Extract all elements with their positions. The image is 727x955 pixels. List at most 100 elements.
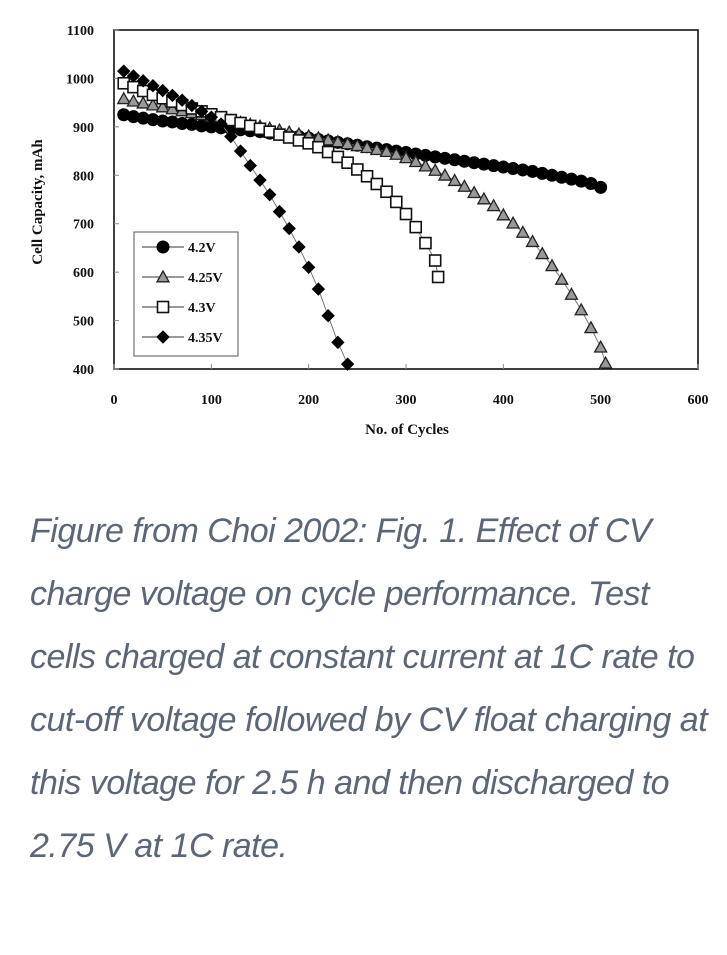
data-point: [311, 282, 326, 296]
data-point: [515, 225, 530, 238]
data-point: [350, 138, 365, 152]
data-point: [214, 117, 228, 131]
data-point: [379, 144, 394, 158]
y-tick-label: 1100: [67, 24, 94, 39]
data-point: [486, 198, 501, 212]
data-point: [359, 140, 375, 154]
data-point: [301, 260, 316, 275]
data-point: [253, 173, 267, 187]
data-point: [476, 191, 491, 205]
data-point: [146, 78, 160, 93]
data-point: [272, 204, 287, 219]
data-point: [331, 335, 345, 350]
legend-marker-circle-icon: [156, 240, 170, 254]
data-point: [535, 246, 550, 260]
data-point: [243, 158, 257, 173]
legend-item: 4.3V: [142, 300, 216, 316]
chart: 0 100 200 300 400 500 600 400 500 600 700 800 900 100…: [30, 24, 709, 438]
data-point: [437, 167, 453, 181]
series-4-35v: [117, 64, 355, 371]
data-point: [431, 270, 445, 284]
y-tick-label: 1000: [66, 72, 94, 87]
data-point: [340, 136, 355, 150]
legend-marker-diamond-icon: [156, 330, 170, 344]
data-point: [467, 185, 482, 199]
y-tick-label: 600: [73, 266, 94, 281]
data-point: [204, 110, 219, 124]
legend-item: 4.2V: [142, 240, 216, 256]
data-point: [505, 215, 521, 229]
data-point: [126, 69, 141, 83]
y-tick-label: 700: [73, 218, 94, 233]
data-point: [155, 99, 170, 113]
data-point: [380, 185, 393, 199]
data-point: [136, 95, 151, 109]
figure-caption: Figure from Choi 2002: Fig. 1. Effect of…: [30, 512, 708, 865]
data-point: [418, 158, 433, 172]
y-axis-label: Cell Capacity, mAh: [30, 139, 46, 265]
data-point: [408, 154, 423, 168]
data-point: [341, 156, 354, 169]
x-tick-label: 500: [590, 393, 611, 408]
data-point: [369, 142, 384, 156]
data-point: [544, 258, 560, 272]
data-point: [175, 93, 189, 107]
y-tick-label: 800: [73, 169, 94, 184]
x-tick-label: 400: [493, 393, 514, 408]
data-point: [564, 287, 579, 300]
data-point: [428, 163, 443, 176]
legend-label: 4.25V: [188, 271, 223, 286]
legend-item: 4.25V: [142, 269, 223, 286]
data-point: [399, 207, 413, 221]
data-point: [282, 221, 296, 236]
legend: [133, 231, 239, 357]
data-point: [351, 163, 364, 176]
legend-label: 4.2V: [188, 241, 216, 256]
data-point: [165, 101, 180, 115]
data-point: [360, 169, 374, 183]
data-point: [330, 134, 345, 148]
data-point: [389, 147, 404, 160]
x-tick-label: 600: [688, 393, 709, 408]
data-point: [457, 179, 472, 192]
data-point: [419, 236, 432, 250]
data-point: [496, 207, 511, 221]
data-point: [165, 88, 180, 103]
x-tick-label: 0: [111, 393, 118, 408]
data-point: [409, 220, 423, 234]
data-point: [447, 173, 462, 187]
data-point: [398, 150, 414, 164]
data-point: [525, 234, 540, 248]
data-point: [554, 272, 569, 285]
data-point: [126, 93, 141, 107]
data-point: [117, 64, 131, 78]
data-point: [594, 180, 608, 194]
data-point: [389, 195, 403, 209]
data-point: [292, 240, 306, 254]
legend-label: 4.3V: [188, 301, 216, 316]
data-point: [321, 309, 335, 323]
data-point: [155, 83, 170, 98]
data-point: [145, 97, 161, 111]
data-point: [116, 91, 131, 105]
legend-label: 4.35V: [188, 331, 223, 346]
data-point: [574, 302, 589, 316]
data-point: [233, 144, 248, 158]
data-point: [263, 187, 277, 202]
data-point: [598, 355, 613, 369]
y-tick-label: 400: [73, 363, 94, 378]
data-point: [321, 132, 336, 146]
data-point: [593, 339, 608, 353]
legend-marker-square-icon: [156, 300, 170, 314]
x-tick-label: 300: [396, 393, 417, 408]
x-axis-label: No. of Cycles: [365, 422, 449, 438]
data-point: [428, 254, 442, 267]
y-tick-label: 900: [73, 121, 94, 136]
data-point: [185, 98, 199, 113]
data-point: [194, 104, 209, 119]
data-point: [136, 74, 150, 88]
data-point: [340, 357, 355, 371]
legend-marker-triangle-icon: [155, 269, 171, 283]
data-point: [583, 320, 599, 334]
x-tick-label: 100: [201, 393, 222, 408]
